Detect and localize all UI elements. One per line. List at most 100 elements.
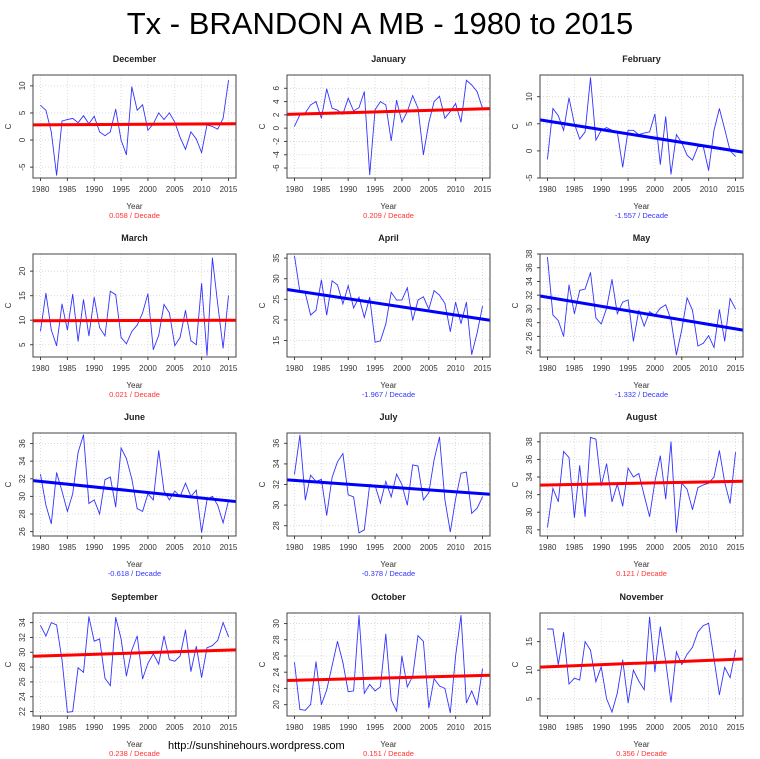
- data-point: [724, 666, 726, 668]
- data-point: [369, 683, 371, 685]
- data-point: [439, 436, 440, 438]
- y-tick-label: 28: [525, 318, 534, 327]
- data-point: [643, 325, 645, 327]
- y-axis-label: C: [258, 123, 267, 129]
- data-point: [557, 501, 559, 503]
- data-point: [692, 309, 693, 311]
- data-point: [649, 616, 650, 618]
- data-point: [120, 447, 122, 449]
- data-point: [195, 344, 197, 346]
- data-point: [109, 131, 111, 133]
- data-point: [579, 465, 581, 466]
- trend-label: 0.021 / Decade: [109, 390, 160, 399]
- y-tick-label: 35: [272, 253, 281, 262]
- x-tick-label: 1985: [312, 185, 330, 194]
- data-point: [358, 615, 360, 616]
- x-tick-label: 1985: [58, 543, 76, 552]
- data-point: [158, 663, 160, 665]
- data-point: [390, 291, 392, 293]
- data-point: [304, 499, 306, 501]
- x-tick-label: 1990: [339, 364, 357, 373]
- y-tick-label: 0: [525, 148, 534, 153]
- data-point: [600, 666, 602, 668]
- data-point: [163, 635, 165, 637]
- data-point: [702, 342, 704, 344]
- panel-september: September 1980 1985 1990 1995 2000 2005 2010 201…: [4, 592, 238, 758]
- data-point: [120, 336, 122, 338]
- data-point: [444, 688, 446, 689]
- data-point: [217, 303, 219, 305]
- data-point: [718, 450, 720, 452]
- data-point: [136, 324, 138, 326]
- data-point: [676, 134, 677, 136]
- data-point: [417, 299, 419, 301]
- data-point: [595, 139, 597, 141]
- data-point: [665, 498, 667, 500]
- x-tick-label: 1995: [112, 185, 130, 194]
- data-point: [115, 617, 117, 618]
- data-point: [676, 354, 677, 356]
- data-point: [385, 481, 387, 482]
- data-point: [563, 632, 565, 633]
- y-tick-label: 15: [272, 336, 281, 345]
- data-point: [390, 140, 392, 142]
- data-point: [169, 312, 170, 314]
- y-axis-label: C: [511, 123, 520, 129]
- data-point: [294, 255, 295, 257]
- panel-august: August 1980 1985 1990 1995 2000 2005 2010 2015 28…: [511, 412, 745, 578]
- data-point: [735, 308, 736, 310]
- panel-february: February 1980 1985 1990 1995 2000 2005 2010 2015…: [511, 54, 745, 220]
- data-point: [659, 307, 661, 309]
- trend-label: 0.058 / Decade: [109, 211, 160, 220]
- data-point: [169, 659, 170, 661]
- y-tick-label: 36: [18, 439, 27, 448]
- x-tick-label: 1980: [539, 364, 557, 373]
- data-point: [611, 711, 613, 713]
- data-point: [428, 707, 430, 709]
- data-point: [152, 349, 154, 351]
- data-point: [56, 345, 58, 347]
- trend-label: 0.121 / Decade: [616, 569, 667, 578]
- data-point: [692, 159, 693, 161]
- data-point: [347, 494, 349, 496]
- data-point: [584, 516, 586, 518]
- data-point: [547, 158, 548, 160]
- data-point: [185, 629, 186, 631]
- series-line: [294, 256, 483, 355]
- data-point: [686, 297, 688, 299]
- data-point: [142, 312, 143, 314]
- x-axis-label: Year: [633, 381, 650, 390]
- data-point: [622, 166, 624, 168]
- data-point: [337, 461, 338, 463]
- y-tick-label: 36: [525, 454, 534, 463]
- y-axis-label: C: [511, 481, 520, 487]
- data-point: [713, 476, 715, 478]
- data-point: [50, 329, 52, 331]
- data-point: [547, 628, 548, 630]
- series-line: [547, 257, 736, 355]
- data-point: [590, 272, 591, 273]
- data-point: [201, 283, 203, 284]
- plot-frame: [32, 74, 237, 179]
- trend-label: -1.557 / Decade: [615, 211, 668, 220]
- data-point: [142, 510, 143, 512]
- data-point: [380, 340, 381, 342]
- data-point: [142, 678, 143, 680]
- x-tick-label: 1990: [85, 723, 103, 732]
- data-point: [83, 434, 84, 436]
- data-point: [595, 317, 597, 319]
- x-axis-label: Year: [126, 381, 143, 390]
- data-point: [347, 691, 349, 693]
- x-tick-label: 2005: [420, 543, 438, 552]
- data-point: [633, 340, 634, 342]
- data-point: [228, 295, 229, 297]
- data-point: [147, 129, 149, 131]
- plot-frame: [286, 74, 491, 179]
- trend-line: [286, 107, 491, 116]
- plot-frame: [539, 253, 744, 358]
- data-point: [573, 677, 575, 679]
- trend-line: [32, 318, 237, 323]
- data-point: [692, 509, 693, 510]
- y-tick-label: 5: [18, 110, 27, 115]
- data-point: [142, 104, 143, 106]
